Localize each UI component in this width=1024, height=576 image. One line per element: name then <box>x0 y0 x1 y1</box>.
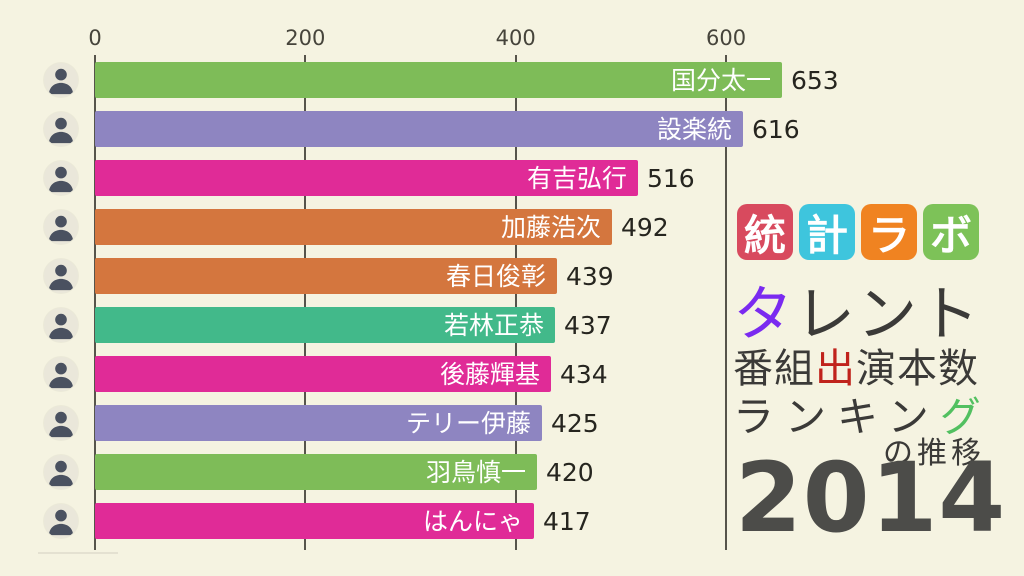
logo-square: ボ <box>923 204 979 260</box>
bar-value-label: 439 <box>566 262 614 291</box>
x-tick-label: 0 <box>88 26 102 50</box>
bar-name-label: 若林正恭 <box>443 311 544 340</box>
bar: はんにゃ <box>95 503 534 539</box>
chart-row: 春日俊彰 439 <box>0 258 1024 294</box>
bar-name-label: 設楽統 <box>656 115 732 144</box>
bar-name-label: 後藤輝基 <box>439 360 540 389</box>
chart-row: はんにゃ 417 <box>0 503 1024 539</box>
title-ranking-head: ランキン <box>733 393 940 441</box>
avatar <box>44 504 78 538</box>
person-icon <box>48 117 74 144</box>
bar-value-label: 492 <box>621 213 669 242</box>
chart-row: 若林正恭 437 <box>0 307 1024 343</box>
title-count-accent: 出 <box>815 346 856 392</box>
bar-name-label: 国分太一 <box>670 66 771 95</box>
avatar <box>44 259 78 293</box>
bar: 有吉弘行 <box>95 160 638 196</box>
title-appearance-count: 番組出演本数 <box>733 336 987 394</box>
bar: 国分太一 <box>95 62 782 98</box>
bar-name-label: 春日俊彰 <box>445 262 546 291</box>
logo-square: ラ <box>861 204 917 260</box>
bar-value-label: 425 <box>551 409 599 438</box>
avatar <box>44 455 78 489</box>
person-icon <box>48 362 74 389</box>
bar-value-label: 437 <box>564 311 612 340</box>
avatar <box>44 161 78 195</box>
title-talent: タレント <box>733 266 987 353</box>
x-tick-label: 400 <box>495 26 536 50</box>
bar-value-label: 616 <box>752 115 800 144</box>
title-count-tail: 演本数 <box>856 346 979 392</box>
bar: 後藤輝基 <box>95 356 551 392</box>
avatar <box>44 406 78 440</box>
bar-value-label: 516 <box>647 164 695 193</box>
chart-row: 後藤輝基 434 <box>0 356 1024 392</box>
bar-name-label: 有吉弘行 <box>526 164 627 193</box>
avatar <box>44 308 78 342</box>
title-talent-tail: レント <box>795 280 981 350</box>
decor-line <box>38 552 118 554</box>
person-icon <box>48 215 74 242</box>
title-ranking: ランキング <box>733 383 993 443</box>
chart-row: テリー伊藤 425 <box>0 405 1024 441</box>
bar-name-label: 加藤浩次 <box>500 213 601 242</box>
gridline <box>514 55 517 550</box>
title-suffix: の推移 <box>883 436 985 471</box>
logo-statistics-lab: 統計ラボ <box>737 204 979 260</box>
bar-value-label: 420 <box>546 458 594 487</box>
bar-name-label: 羽鳥慎一 <box>425 458 526 487</box>
title-talent-head: タ <box>733 280 795 350</box>
person-icon <box>48 313 74 340</box>
chart-row: 羽鳥慎一 420 <box>0 454 1024 490</box>
bar-name-label: テリー伊藤 <box>405 409 531 438</box>
person-icon <box>48 460 74 487</box>
avatar <box>44 357 78 391</box>
person-icon <box>48 509 74 536</box>
logo-square: 統 <box>737 204 793 260</box>
gridline <box>304 55 307 550</box>
chart-row: 加藤浩次 492 <box>0 209 1024 245</box>
bar: 羽鳥慎一 <box>95 454 537 490</box>
chart-row: 国分太一 653 <box>0 62 1024 98</box>
bar-name-label: はんにゃ <box>422 507 523 536</box>
avatar <box>44 112 78 146</box>
avatar <box>44 63 78 97</box>
person-icon <box>48 264 74 291</box>
gridline <box>94 55 96 550</box>
title-ranking-accent: グ <box>939 393 992 441</box>
x-tick-label: 600 <box>705 26 747 50</box>
year-label: 2014 <box>735 442 1007 554</box>
bar-value-label: 417 <box>543 507 591 536</box>
bar: 若林正恭 <box>95 307 555 343</box>
x-tick-label: 200 <box>285 26 326 50</box>
bar-value-label: 434 <box>560 360 608 389</box>
bar: 設楽統 <box>95 111 743 147</box>
chart-row: 有吉弘行 516 <box>0 160 1024 196</box>
logo-square: 計 <box>799 204 855 260</box>
person-icon <box>48 411 74 438</box>
gridline <box>725 55 728 550</box>
bar: 春日俊彰 <box>95 258 557 294</box>
bar-value-label: 653 <box>791 66 839 95</box>
avatar <box>44 210 78 244</box>
person-icon <box>48 68 74 95</box>
bar: 加藤浩次 <box>95 209 612 245</box>
title-count-head: 番組 <box>733 346 815 392</box>
person-icon <box>48 166 74 193</box>
chart-row: 設楽統 616 <box>0 111 1024 147</box>
bar: テリー伊藤 <box>95 405 542 441</box>
